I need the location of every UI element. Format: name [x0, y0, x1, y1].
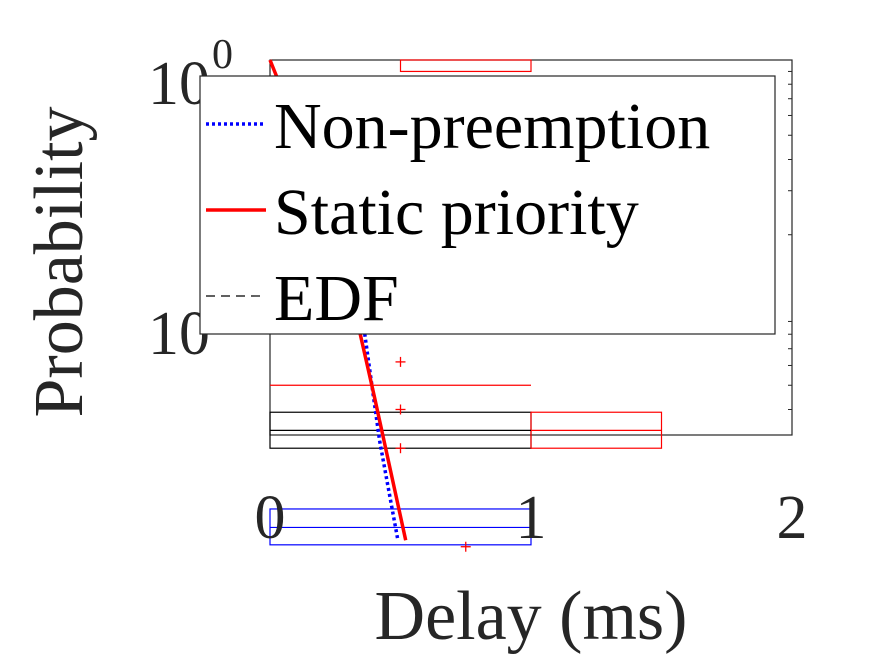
legend-entry-0: Non-preemption: [206, 90, 710, 163]
legend-box: [199, 75, 776, 335]
x-axis-title: Delay (ms): [375, 578, 688, 655]
legend-label: EDF: [274, 262, 399, 335]
x-tick-label-2: 2: [777, 484, 808, 552]
legend-entry-1: Static priority: [206, 176, 639, 249]
legend-entry-2: EDF: [206, 262, 399, 335]
series-line-0: [359, 309, 400, 541]
y-tick-exponent: 0: [212, 32, 233, 78]
outlier-marker-3: [460, 541, 471, 552]
box-0: [399, 59, 532, 73]
x-tick-label-0: 0: [255, 484, 286, 552]
outlier-marker-2: [395, 443, 406, 454]
x-tick-label-1: 1: [516, 484, 547, 552]
legend: Non-preemption Static priority EDF: [199, 75, 776, 335]
outlier-marker-0: [395, 356, 406, 367]
legend-label: Static priority: [274, 176, 639, 249]
legend-label: Non-preemption: [274, 90, 710, 163]
y-axis-title: Probability: [21, 106, 98, 417]
outlier-marker-1: [395, 404, 406, 415]
